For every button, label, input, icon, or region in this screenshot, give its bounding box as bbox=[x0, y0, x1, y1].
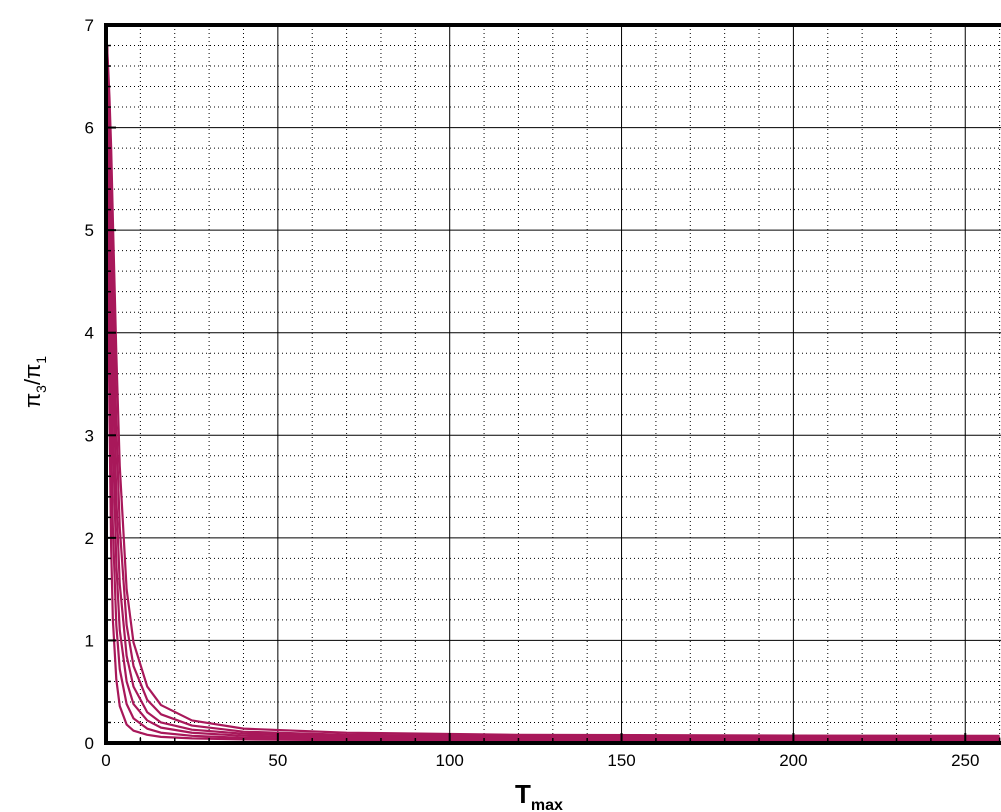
y-tick-label: 5 bbox=[85, 221, 94, 240]
x-tick-label: 100 bbox=[436, 751, 464, 770]
y-tick-label: 1 bbox=[85, 631, 94, 650]
y-tick-label: 0 bbox=[85, 734, 94, 753]
y-tick-label: 6 bbox=[85, 119, 94, 138]
tick-marks bbox=[105, 24, 1001, 744]
y-tick-label: 7 bbox=[85, 16, 94, 35]
y-tick-label: 4 bbox=[85, 324, 94, 343]
series-line-3 bbox=[105, 45, 1000, 741]
x-axis-title-main: T bbox=[515, 779, 531, 809]
series-line-6 bbox=[105, 45, 1000, 737]
x-axis-title-sub: max bbox=[531, 797, 563, 812]
y-axis-title: π3/π1 bbox=[20, 356, 49, 408]
series-line-1 bbox=[105, 45, 1000, 743]
y-axis-title-sub1: 1 bbox=[33, 356, 49, 364]
y-tick-label: 2 bbox=[85, 529, 94, 548]
series-layer bbox=[105, 45, 1000, 743]
x-tick-label: 250 bbox=[951, 751, 979, 770]
x-tick-label: 50 bbox=[268, 751, 287, 770]
axes-frame bbox=[104, 23, 1001, 745]
grid-minor bbox=[106, 25, 1001, 743]
series-line-2 bbox=[105, 45, 1000, 742]
x-tick-label: 200 bbox=[779, 751, 807, 770]
y-tick-label: 3 bbox=[85, 426, 94, 445]
grid-major bbox=[106, 25, 1001, 743]
x-axis-title: Tmax bbox=[515, 779, 563, 812]
x-tick-label: 150 bbox=[607, 751, 635, 770]
series-line-4 bbox=[105, 45, 1000, 739]
x-tick-label: 0 bbox=[101, 751, 110, 770]
y-axis-title-pi3: π bbox=[20, 393, 45, 408]
series-line-5 bbox=[105, 45, 1000, 739]
y-axis-title-pi1: /π bbox=[20, 364, 45, 385]
tick-labels: 0 50 100 150 200 250 0 1 2 3 4 5 6 7 bbox=[85, 16, 980, 770]
y-axis-title-sub3: 3 bbox=[33, 385, 49, 393]
